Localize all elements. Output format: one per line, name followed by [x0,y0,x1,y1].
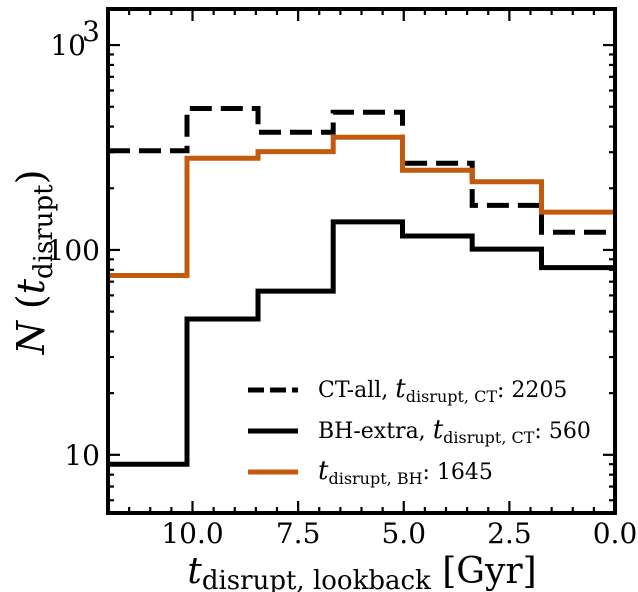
legend-label-ct-all: CT-all, tdisrupt, CT: 2205 [318,374,567,406]
series-bh-extra-line [108,219,615,467]
legend: CT-all, tdisrupt, CT: 2205 BH-extra, tdis… [248,374,591,488]
plot-frame [106,7,617,515]
series-ct-all-line [108,106,615,235]
legend-label-bh-extra: BH-extra, tdisrupt, CT: 560 [318,415,591,447]
x-axis-label: tdisrupt, lookback [Gyr] [187,551,536,592]
series-layer [108,106,615,467]
y-tick-label: 100 [47,234,100,267]
y-axis-label: N (tdisrupt) [9,170,59,356]
x-tick-label: 5.0 [381,517,426,550]
series-bh-line [108,134,615,278]
x-tick-label: 0.0 [593,517,638,550]
x-tick-label: 10.0 [161,517,223,550]
x-tick-label: 7.5 [276,517,321,550]
legend-label-bh: tdisrupt, BH: 1645 [318,456,493,488]
y-tick-label-exponent: 3 [82,15,100,48]
x-tick-label: 2.5 [487,517,532,550]
y-tick-label: 10 [50,29,86,62]
y-tick-label: 10 [64,439,100,472]
